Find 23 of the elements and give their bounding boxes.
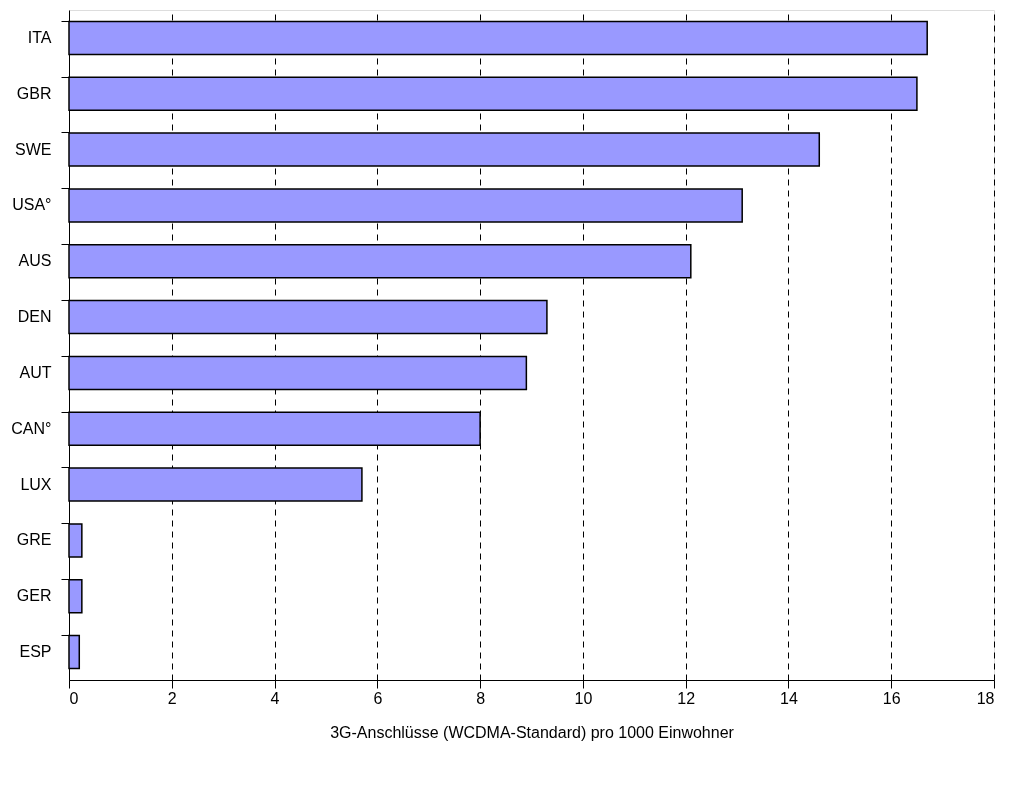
y-tick-label: ITA (27, 28, 52, 46)
x-tick-label: 18 (976, 689, 995, 707)
y-tick-label: GER (16, 587, 52, 605)
y-tick-label: ESP (19, 643, 52, 661)
x-tick-label: 4 (270, 689, 280, 707)
x-tick-label: 16 (882, 689, 901, 707)
y-tick-label: DEN (17, 308, 52, 326)
x-tick-label: 10 (574, 689, 593, 707)
y-tick-label: LUX (20, 475, 52, 493)
y-tick-label: SWE (15, 140, 52, 158)
x-tick-label: 12 (677, 689, 696, 707)
x-tick-label: 2 (167, 689, 177, 707)
x-tick-label: 8 (476, 689, 486, 707)
y-tick-label: GBR (16, 84, 52, 102)
y-tick-label: USA° (12, 196, 52, 214)
y-tick-label: AUT (19, 363, 52, 381)
y-tick-label: GRE (16, 531, 52, 549)
x-tick-label: 14 (780, 689, 798, 707)
x-axis-title: 3G-Anschlüsse (WCDMA-Standard) pro 1000 Einwohner (330, 723, 735, 741)
y-tick-label: CAN° (11, 419, 52, 437)
x-tick-label: 0 (69, 689, 79, 707)
y-tick-label: AUS (18, 252, 52, 270)
x-tick-label: 6 (373, 689, 383, 707)
